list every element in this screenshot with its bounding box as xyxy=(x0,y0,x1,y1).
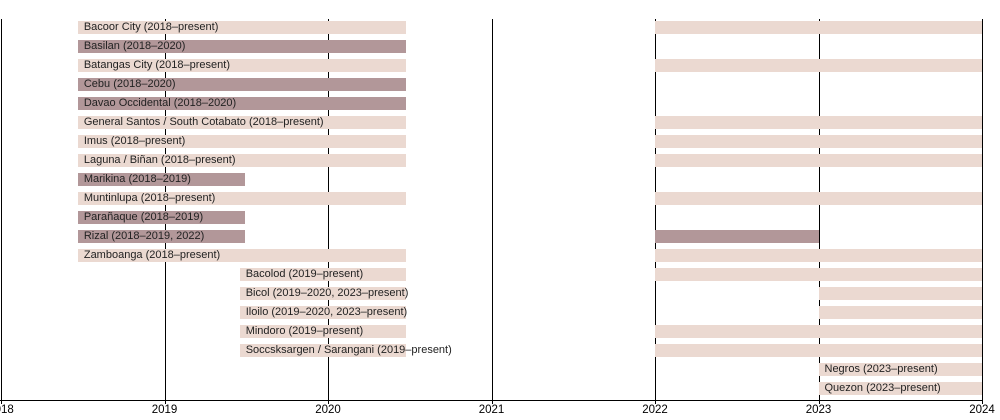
x-axis-label: 2024 xyxy=(969,404,995,416)
bar-label: Muntinlupa (2018–present) xyxy=(83,191,216,204)
timeline-bar: Bicol (2019–2020, 2023–present) xyxy=(239,286,409,300)
bar-label: Bicol (2019–2020, 2023–present) xyxy=(245,286,409,299)
year-gridline xyxy=(1,19,2,404)
timeline-bar xyxy=(655,20,982,34)
timeline-bar xyxy=(818,305,982,319)
timeline-bar: Quezon (2023–present) xyxy=(818,381,982,395)
bar-label: General Santos / South Cotabato (2018–pr… xyxy=(83,115,324,128)
timeline-bar: Rizal (2018–2019, 2022) xyxy=(77,229,245,243)
bar-label: Basilan (2018–2020) xyxy=(83,39,186,52)
timeline-bar: Batangas City (2018–present) xyxy=(77,58,407,72)
year-gridline xyxy=(328,19,329,404)
bar-label: Cebu (2018–2020) xyxy=(83,77,176,90)
timeline-bar xyxy=(655,58,982,72)
bar-label: Laguna / Biñan (2018–present) xyxy=(83,153,236,166)
timeline-bar: Soccsksargen / Sarangani (2019–present) xyxy=(239,343,452,357)
timeline-bar xyxy=(655,267,982,281)
timeline-bar xyxy=(655,134,982,148)
bar-label: Bacolod (2019–present) xyxy=(245,267,364,280)
timeline-bar: Iloilo (2019–2020, 2023–present) xyxy=(239,305,408,319)
bar-label: Imus (2018–present) xyxy=(83,134,186,147)
timeline-bar: Bacoor City (2018–present) xyxy=(77,20,407,34)
timeline-bar xyxy=(655,229,819,243)
year-gridline xyxy=(655,19,656,404)
timeline-bar xyxy=(655,343,982,357)
timeline-bar: Basilan (2018–2020) xyxy=(77,39,407,53)
year-gridline xyxy=(491,19,493,404)
timeline-bar: Cebu (2018–2020) xyxy=(77,77,407,91)
x-axis-label: 2023 xyxy=(805,404,832,416)
timeline-bar xyxy=(655,115,982,129)
bar-label: Negros (2023–present) xyxy=(824,362,938,375)
x-axis-label: 2019 xyxy=(151,404,178,416)
x-axis-label: 2021 xyxy=(478,404,505,416)
timeline-bar xyxy=(655,153,982,167)
bar-label: Batangas City (2018–present) xyxy=(83,58,230,71)
bar-label: Rizal (2018–2019, 2022) xyxy=(83,229,205,242)
timeline-bar: Laguna / Biñan (2018–present) xyxy=(77,153,407,167)
bar-label: Quezon (2023–present) xyxy=(824,381,941,394)
timeline-bar xyxy=(655,191,982,205)
timeline-bar: Bacolod (2019–present) xyxy=(239,267,407,281)
timeline-bar: Muntinlupa (2018–present) xyxy=(77,191,407,205)
x-axis-label: 2018 xyxy=(0,404,14,416)
timeline-bar: Parañaque (2018–2019) xyxy=(77,210,245,224)
x-axis-label: 2020 xyxy=(315,404,341,416)
bar-label: Parañaque (2018–2019) xyxy=(83,210,204,223)
timeline-bar: Zamboanga (2018–present) xyxy=(77,248,407,262)
year-gridline xyxy=(982,19,983,404)
timeline-bar xyxy=(655,324,982,338)
x-axis-label: 2022 xyxy=(642,404,668,416)
bar-label: Bacoor City (2018–present) xyxy=(83,20,219,33)
bar-label: Iloilo (2019–2020, 2023–present) xyxy=(245,305,408,318)
bar-label: Mindoro (2019–present) xyxy=(245,324,364,337)
timeline-bar: Imus (2018–present) xyxy=(77,134,407,148)
bar-label: Marikina (2018–2019) xyxy=(83,172,191,185)
bar-label: Soccsksargen / Sarangani (2019–present) xyxy=(245,343,452,356)
year-gridline xyxy=(818,19,820,404)
timeline-bar xyxy=(818,286,982,300)
timeline-bar: Marikina (2018–2019) xyxy=(77,172,245,186)
x-axis-line xyxy=(0,400,983,401)
timeline-bar: Mindoro (2019–present) xyxy=(239,324,407,338)
timeline-bar: Davao Occidental (2018–2020) xyxy=(77,96,407,110)
timeline-bar xyxy=(655,248,982,262)
timeline-bar: Negros (2023–present) xyxy=(818,362,982,376)
bar-label: Davao Occidental (2018–2020) xyxy=(83,96,237,109)
timeline-bar: General Santos / South Cotabato (2018–pr… xyxy=(77,115,407,129)
bar-label: Zamboanga (2018–present) xyxy=(83,248,221,261)
